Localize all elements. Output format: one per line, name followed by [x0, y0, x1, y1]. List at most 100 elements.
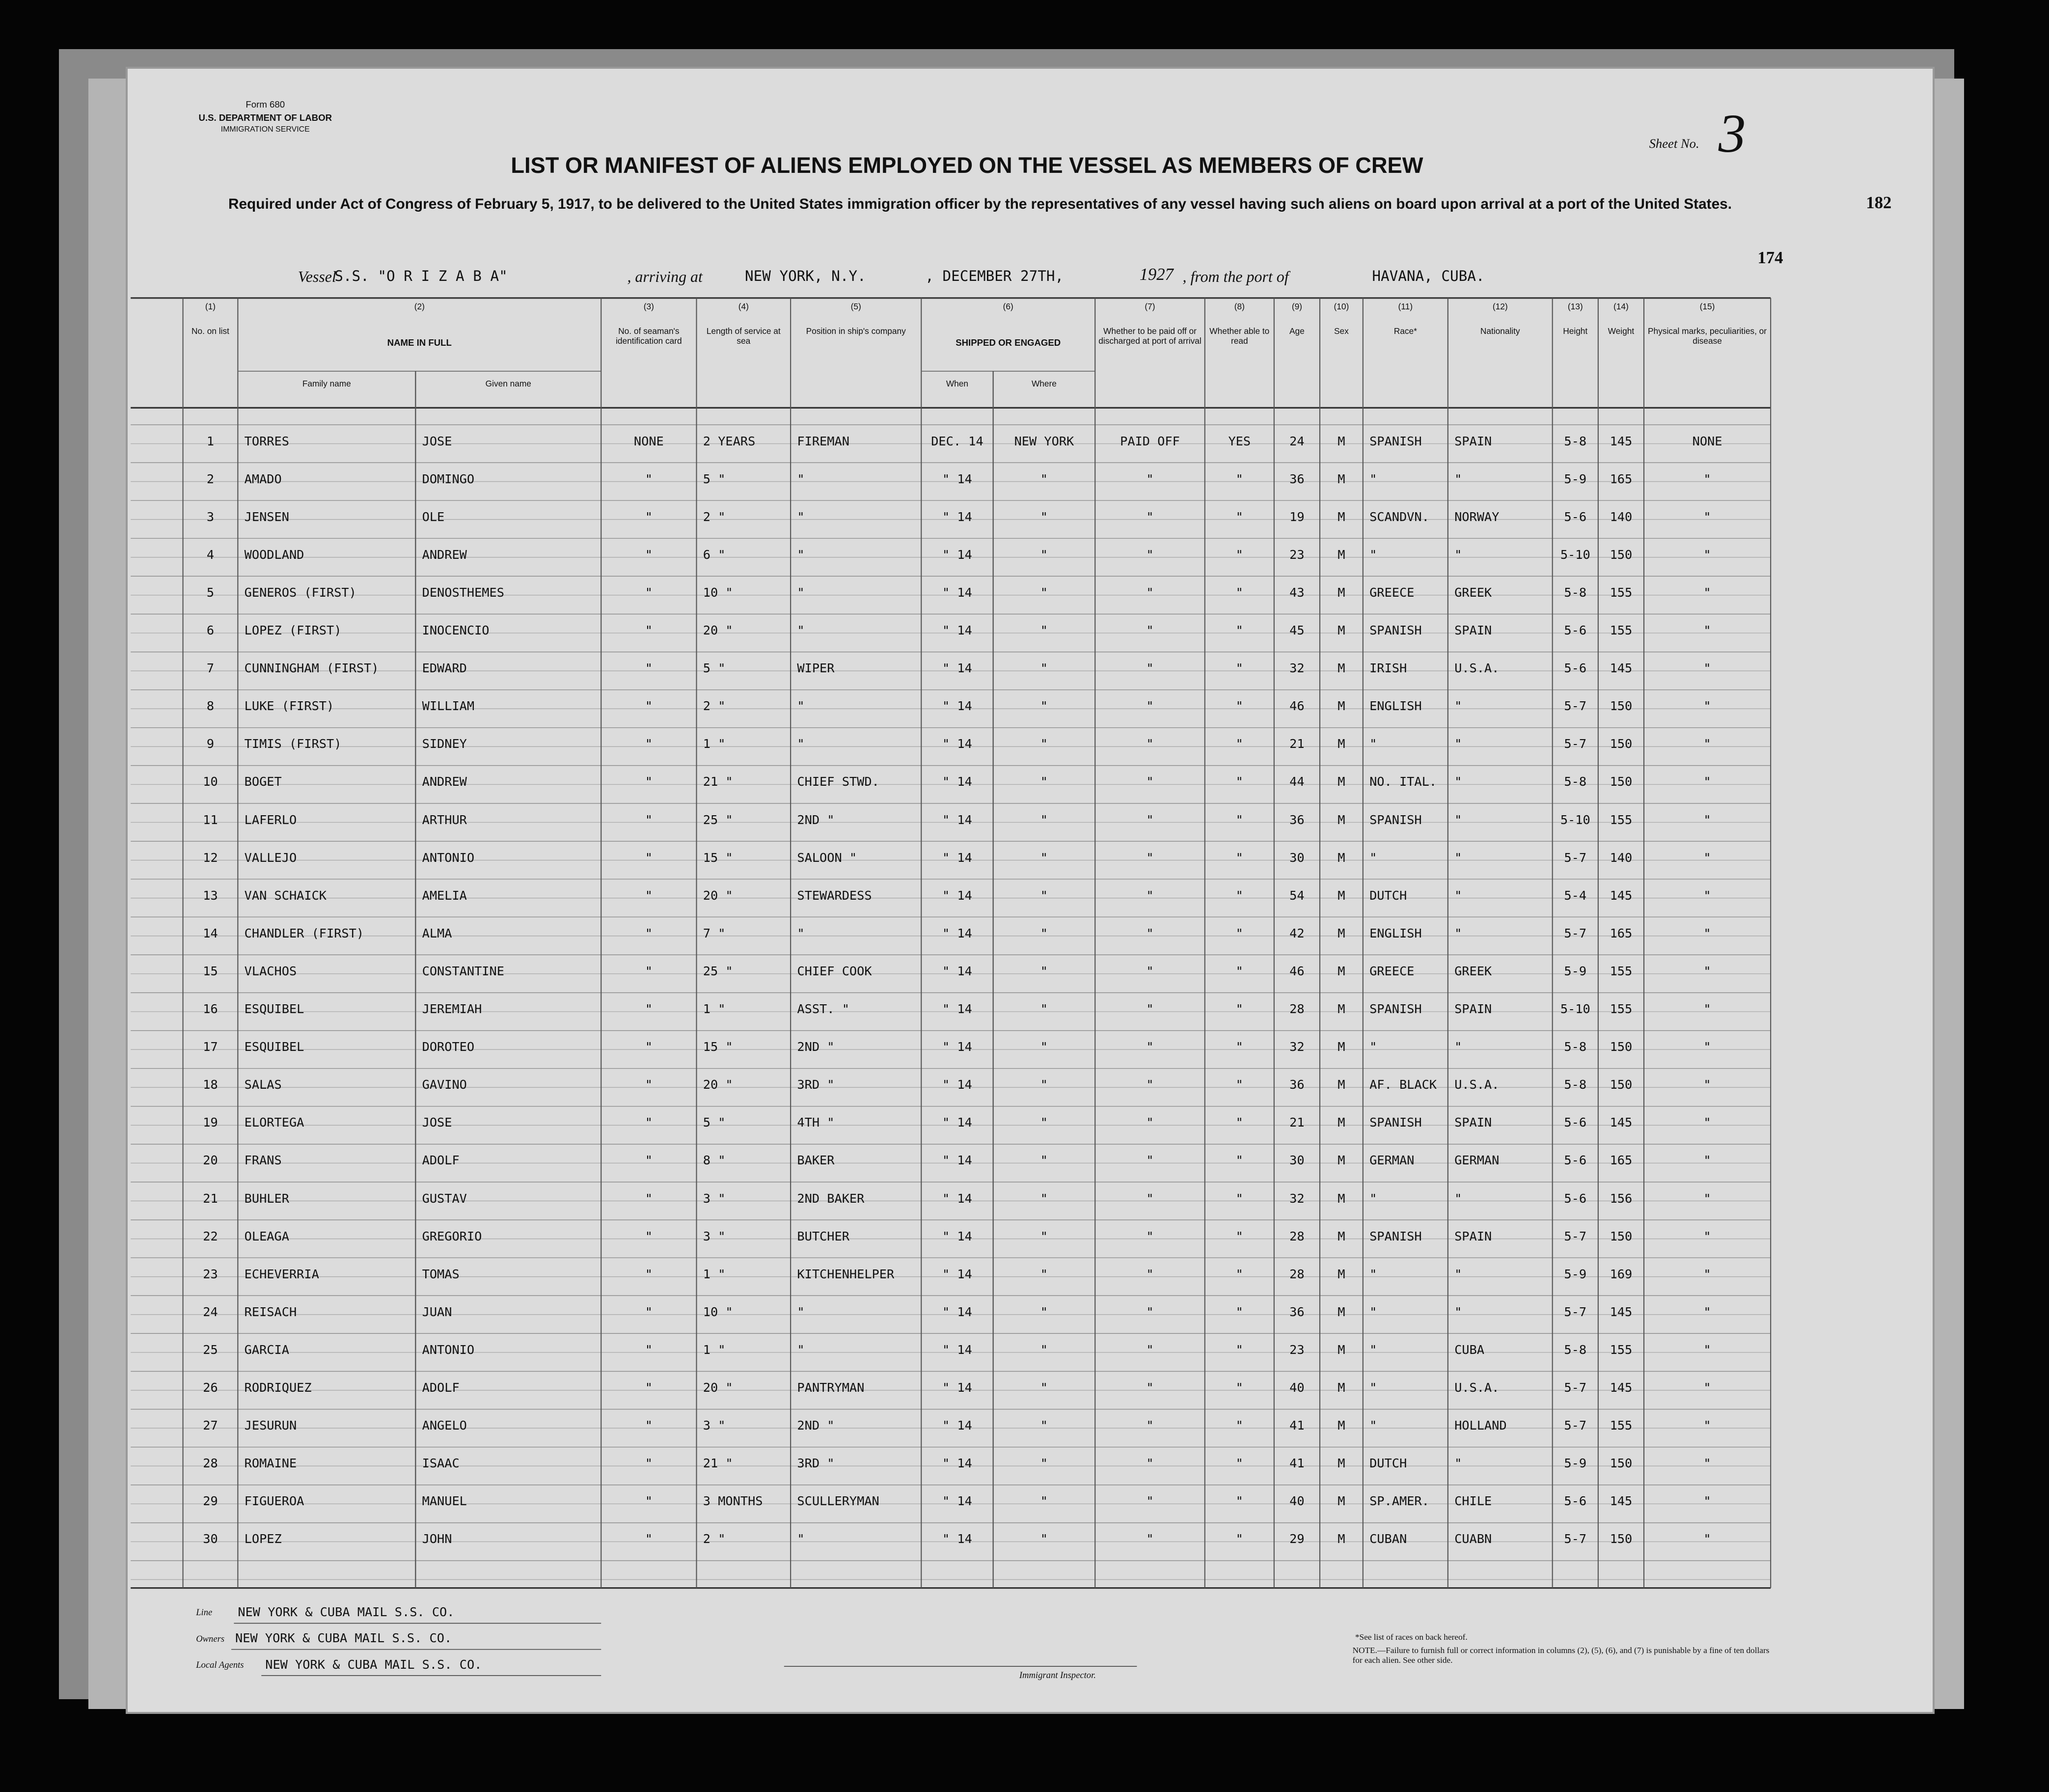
table-cell: JEREMIAH [422, 1002, 482, 1017]
table-cell: " [1146, 774, 1154, 789]
table-cell: ENGLISH [1369, 699, 1422, 714]
table-cell: " [1235, 1153, 1243, 1168]
table-cell: " [1040, 509, 1048, 524]
table-cell: 25 " [703, 964, 733, 978]
table-cell: CHIEF STWD. [797, 774, 879, 789]
table-cell: " [1235, 585, 1243, 600]
table-cell: 5-6 [1564, 661, 1587, 676]
table-cell: " [645, 737, 653, 751]
table-cell: JUAN [422, 1304, 452, 1319]
table-cell: " 14 [942, 699, 972, 714]
table-cell: " [645, 1153, 653, 1168]
table-cell: " [1703, 1304, 1711, 1319]
table-cell: 20 " [703, 1380, 733, 1395]
table-cell: NO. ITAL. [1369, 774, 1437, 789]
fine-note: NOTE.—Failure to furnish full or correct… [1352, 1645, 1770, 1665]
races-note: *See list of races on back hereof. [1355, 1632, 1468, 1642]
table-cell: WIPER [797, 661, 835, 676]
table-cell: DOROTEO [422, 1040, 475, 1054]
table-cell: " [797, 509, 805, 524]
column-number: (7) [1145, 301, 1155, 311]
table-cell: " [645, 1342, 653, 1357]
table-cell: " [1146, 1077, 1154, 1092]
table-cell: ENGLISH [1369, 926, 1422, 940]
table-cell: " 14 [942, 547, 972, 562]
table-cell: 26 [203, 1380, 218, 1395]
table-cell: 165 [1610, 926, 1633, 940]
table-cell: ADOLF [422, 1380, 460, 1395]
table-cell: " 14 [942, 623, 972, 638]
table-cell: 21 " [703, 1456, 733, 1471]
table-cell: 32 [1289, 1191, 1305, 1206]
vessel-name: S.S. "O R I Z A B A" [334, 267, 508, 284]
table-cell: VLACHOS [244, 964, 297, 978]
table-cell: 5-7 [1564, 850, 1587, 865]
column-number: (1) [205, 301, 216, 311]
table-cell: 46 [1289, 964, 1305, 978]
table-cell: 155 [1610, 585, 1633, 600]
table-cell: " 14 [942, 926, 972, 940]
table-cell: " [797, 547, 805, 562]
table-cell: 44 [1289, 774, 1305, 789]
department: U.S. DEPARTMENT OF LABOR [198, 112, 332, 123]
table-cell: 9 [206, 737, 215, 751]
table-cell: 10 " [703, 1304, 733, 1319]
table-cell: 5-6 [1564, 1115, 1587, 1130]
table-cell: CHIEF COOK [797, 964, 872, 978]
table-cell: 150 [1610, 1229, 1633, 1243]
table-cell: " [1040, 1532, 1048, 1546]
table-cell: U.S.A. [1454, 661, 1500, 676]
table-cell: " [1703, 471, 1711, 486]
table-cell: M [1338, 1418, 1345, 1433]
table-cell: " [1703, 1191, 1711, 1206]
table-cell: " [1040, 1077, 1048, 1092]
table-cell: " [1703, 1380, 1711, 1395]
arrival-year: 1927 [1139, 265, 1174, 284]
table-cell: " 14 [942, 509, 972, 524]
table-cell: 2 " [703, 509, 726, 524]
table-cell: " [1703, 1153, 1711, 1168]
table-cell: 5-7 [1564, 737, 1587, 751]
table-cell: " [645, 850, 653, 865]
table-cell: " [645, 1532, 653, 1546]
table-cell: " [1040, 1153, 1048, 1168]
table-cell: 7 " [703, 926, 726, 940]
table-cell: 10 [203, 774, 218, 789]
table-cell: " [645, 661, 653, 676]
table-cell: 150 [1610, 1532, 1633, 1546]
table-cell: 155 [1610, 623, 1633, 638]
table-cell: " [1146, 812, 1154, 827]
table-cell: " [1146, 1002, 1154, 1017]
column-subheader: Given name [485, 378, 531, 388]
sheet-label: Sheet No. [1649, 136, 1699, 151]
table-cell: M [1338, 1040, 1345, 1054]
table-cell: " [797, 585, 805, 600]
table-cell: M [1338, 888, 1345, 903]
table-cell: CUABN [1454, 1532, 1492, 1546]
footer-value: NEW YORK & CUBA MAIL S.S. CO. [265, 1657, 482, 1672]
table-cell: " [1040, 774, 1048, 789]
table-cell: 145 [1610, 661, 1633, 676]
column-header: Nationality [1480, 326, 1520, 336]
table-cell: 32 [1289, 1040, 1305, 1054]
table-cell: 5-9 [1564, 471, 1587, 486]
table-cell: 20 " [703, 623, 733, 638]
footer-value: NEW YORK & CUBA MAIL S.S. CO. [238, 1605, 455, 1620]
table-cell: " [645, 585, 653, 600]
table-cell: " [1369, 1304, 1377, 1319]
table-cell: M [1338, 1229, 1345, 1243]
table-cell: SPANISH [1369, 1115, 1422, 1130]
table-cell: ALMA [422, 926, 452, 940]
column-header: Height [1563, 326, 1588, 336]
table-cell: M [1338, 1115, 1345, 1130]
table-cell: " 14 [942, 661, 972, 676]
table-cell: 40 [1289, 1494, 1305, 1509]
table-cell: " [1235, 1304, 1243, 1319]
table-cell: " [1369, 850, 1377, 865]
table-cell: " [1703, 1494, 1711, 1509]
table-cell: 155 [1610, 812, 1633, 827]
table-cell: " [1703, 1456, 1711, 1471]
table-cell: " [1146, 1040, 1154, 1054]
table-cell: " [1040, 623, 1048, 638]
table-cell: " [645, 1304, 653, 1319]
